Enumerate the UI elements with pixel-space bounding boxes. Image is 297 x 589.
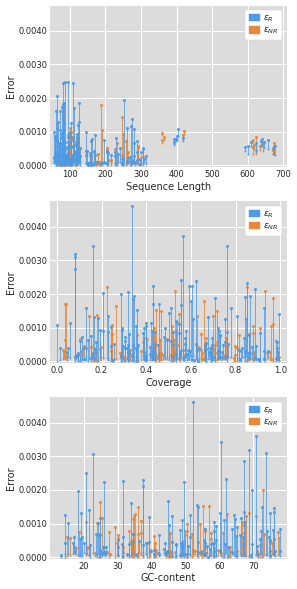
Legend: $\epsilon_R$, $\epsilon_{NR}$: $\epsilon_R$, $\epsilon_{NR}$ [245, 206, 282, 236]
Legend: $\epsilon_R$, $\epsilon_{NR}$: $\epsilon_R$, $\epsilon_{NR}$ [245, 10, 282, 40]
Y-axis label: Error: Error [6, 466, 15, 490]
X-axis label: Sequence Length: Sequence Length [126, 181, 211, 191]
X-axis label: Coverage: Coverage [145, 378, 192, 388]
Y-axis label: Error: Error [6, 75, 15, 98]
X-axis label: GC-content: GC-content [141, 574, 196, 584]
Legend: $\epsilon_R$, $\epsilon_{NR}$: $\epsilon_R$, $\epsilon_{NR}$ [245, 402, 282, 432]
Y-axis label: Error: Error [6, 270, 15, 294]
